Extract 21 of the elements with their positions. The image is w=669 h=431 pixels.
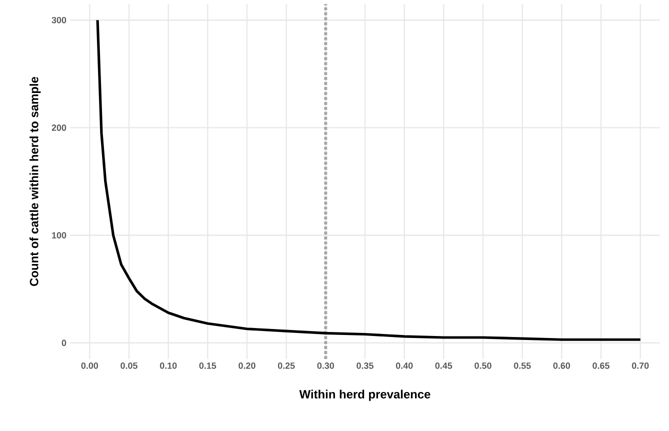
x-tick-label: 0.45 — [435, 362, 452, 369]
x-tick-label: 0.15 — [199, 362, 216, 369]
y-tick-label: 100 — [52, 232, 66, 238]
y-axis-title: Count of cattle within herd to sample — [30, 76, 41, 286]
y-tick-label: 200 — [52, 124, 66, 131]
x-tick-label: 0.20 — [238, 362, 256, 369]
x-tick-label: 0.40 — [396, 362, 413, 369]
x-tick-label: 0.65 — [592, 362, 610, 369]
x-axis-title: Within herd prevalence — [299, 390, 430, 401]
x-tick-label: 0.00 — [81, 362, 98, 369]
x-tick-label: 0.70 — [632, 362, 649, 369]
y-tick-label: 0 — [62, 340, 66, 346]
x-tick-label: 0.05 — [120, 362, 138, 369]
x-tick-label: 0.55 — [514, 362, 531, 369]
x-tick-label: 0.35 — [356, 362, 374, 369]
x-tick-label: 0.10 — [160, 362, 177, 369]
y-tick-label: 300 — [52, 16, 66, 24]
x-tick-label: 0.25 — [278, 362, 295, 369]
x-tick-label: 0.30 — [317, 362, 334, 369]
x-tick-label: 0.50 — [474, 362, 492, 369]
x-tick-label: 0.60 — [553, 362, 570, 369]
